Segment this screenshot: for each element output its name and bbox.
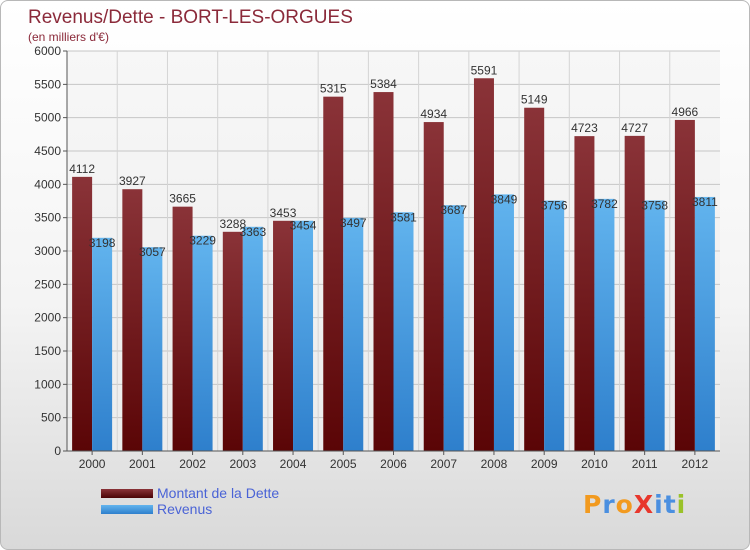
- x-tick-label: 2010: [581, 457, 608, 471]
- y-tick-label: 5000: [34, 111, 61, 125]
- data-label-revenus: 3782: [591, 197, 618, 211]
- y-tick-label: 500: [41, 411, 61, 425]
- legend-swatch: [101, 489, 153, 498]
- data-label-revenus: 3229: [189, 234, 216, 248]
- data-label-revenus: 3811: [692, 195, 718, 209]
- bar-revenus: [293, 220, 314, 451]
- data-label-dette: 4934: [420, 107, 447, 121]
- x-tick-label: 2000: [79, 457, 106, 471]
- y-tick-label: 1500: [34, 344, 61, 358]
- y-tick-label: 5500: [34, 77, 61, 91]
- bar-revenus: [92, 237, 113, 451]
- logo-letter: t: [663, 490, 677, 519]
- data-label-dette: 4727: [621, 121, 648, 135]
- data-label-revenus: 3363: [239, 225, 266, 239]
- logo-letter: X: [633, 490, 655, 519]
- bar-revenus: [493, 194, 514, 451]
- chart-title: Revenus/Dette - BORT-LES-ORGUES: [28, 7, 353, 28]
- y-tick-label: 0: [54, 444, 61, 458]
- x-tick-label: 2008: [481, 457, 508, 471]
- y-tick-label: 4000: [34, 177, 61, 191]
- y-tick-label: 3500: [34, 211, 61, 225]
- data-label-revenus: 3497: [340, 216, 367, 230]
- data-label-revenus: 3758: [641, 198, 668, 212]
- data-label-revenus: 3756: [541, 199, 568, 213]
- bar-dette: [423, 122, 444, 452]
- x-tick-label: 2006: [380, 457, 407, 471]
- logo-letter: i: [676, 490, 687, 519]
- bar-revenus: [594, 198, 615, 451]
- proxiti-logo: ProXiti: [583, 490, 686, 519]
- data-label-dette: 5591: [471, 63, 498, 77]
- data-label-dette: 3927: [119, 174, 146, 188]
- bar-dette: [524, 107, 545, 451]
- y-tick-label: 2500: [34, 277, 61, 291]
- data-label-dette: 5149: [521, 93, 548, 107]
- data-label-dette: 5315: [320, 82, 347, 96]
- data-label-dette: 3665: [169, 192, 196, 206]
- logo-letter: r: [602, 490, 616, 519]
- x-tick-label: 2009: [531, 457, 558, 471]
- data-label-dette: 4112: [69, 162, 95, 176]
- legend-label: Revenus: [157, 501, 213, 517]
- bar-dette: [373, 92, 394, 452]
- bar-revenus: [544, 200, 565, 451]
- data-label-dette: 3288: [219, 217, 246, 231]
- bar-dette: [323, 96, 344, 452]
- y-tick-label: 3000: [34, 244, 61, 258]
- bar-dette: [674, 119, 695, 451]
- data-label-revenus: 3849: [491, 192, 518, 206]
- data-label-revenus: 3454: [290, 219, 317, 233]
- bar-revenus: [443, 205, 464, 451]
- legend-label: Montant de la Dette: [157, 485, 280, 501]
- bar-dette: [473, 78, 494, 452]
- bar-dette: [222, 231, 243, 451]
- bar-revenus: [644, 200, 665, 451]
- y-tick-label: 2000: [34, 311, 61, 325]
- x-tick-label: 2004: [280, 457, 307, 471]
- x-tick-label: 2011: [632, 457, 658, 471]
- bar-dette: [624, 135, 645, 451]
- legend-swatch: [101, 505, 153, 514]
- data-label-revenus: 3057: [139, 245, 166, 259]
- x-tick-label: 2005: [330, 457, 357, 471]
- bar-revenus: [142, 247, 163, 451]
- data-label-dette: 3453: [270, 206, 297, 220]
- chart-subtitle: (en milliers d'€): [28, 30, 109, 44]
- x-tick-label: 2007: [430, 457, 457, 471]
- data-label-revenus: 3198: [89, 236, 116, 250]
- data-label-dette: 4723: [571, 121, 598, 135]
- logo-letter: o: [615, 490, 634, 519]
- logo-letter: P: [583, 490, 603, 519]
- bar-dette: [273, 220, 294, 451]
- bar-revenus: [192, 235, 213, 451]
- bar-revenus: [393, 212, 414, 451]
- bar-dette: [122, 189, 143, 451]
- data-label-revenus: 3687: [440, 203, 467, 217]
- y-tick-label: 1000: [34, 377, 61, 391]
- x-tick-label: 2003: [229, 457, 256, 471]
- y-tick-label: 6000: [34, 44, 61, 58]
- bar-dette: [574, 136, 595, 451]
- bar-revenus: [343, 217, 364, 451]
- data-label-revenus: 3581: [390, 210, 417, 224]
- x-tick-label: 2012: [682, 457, 709, 471]
- logo-letter: i: [654, 490, 664, 519]
- bar-dette: [172, 206, 193, 451]
- bar-chart: 0 500 1000 1500 2000 2500 3000 3500 4000 4500 5000…: [34, 44, 720, 471]
- bar-revenus: [694, 196, 715, 451]
- y-tick-label: 4500: [34, 144, 61, 158]
- data-label-dette: 5384: [370, 77, 397, 91]
- x-tick-label: 2001: [129, 457, 156, 471]
- data-label-dette: 4966: [672, 105, 699, 119]
- bar-dette: [72, 176, 93, 451]
- x-tick-label: 2002: [179, 457, 206, 471]
- bar-revenus: [242, 226, 263, 451]
